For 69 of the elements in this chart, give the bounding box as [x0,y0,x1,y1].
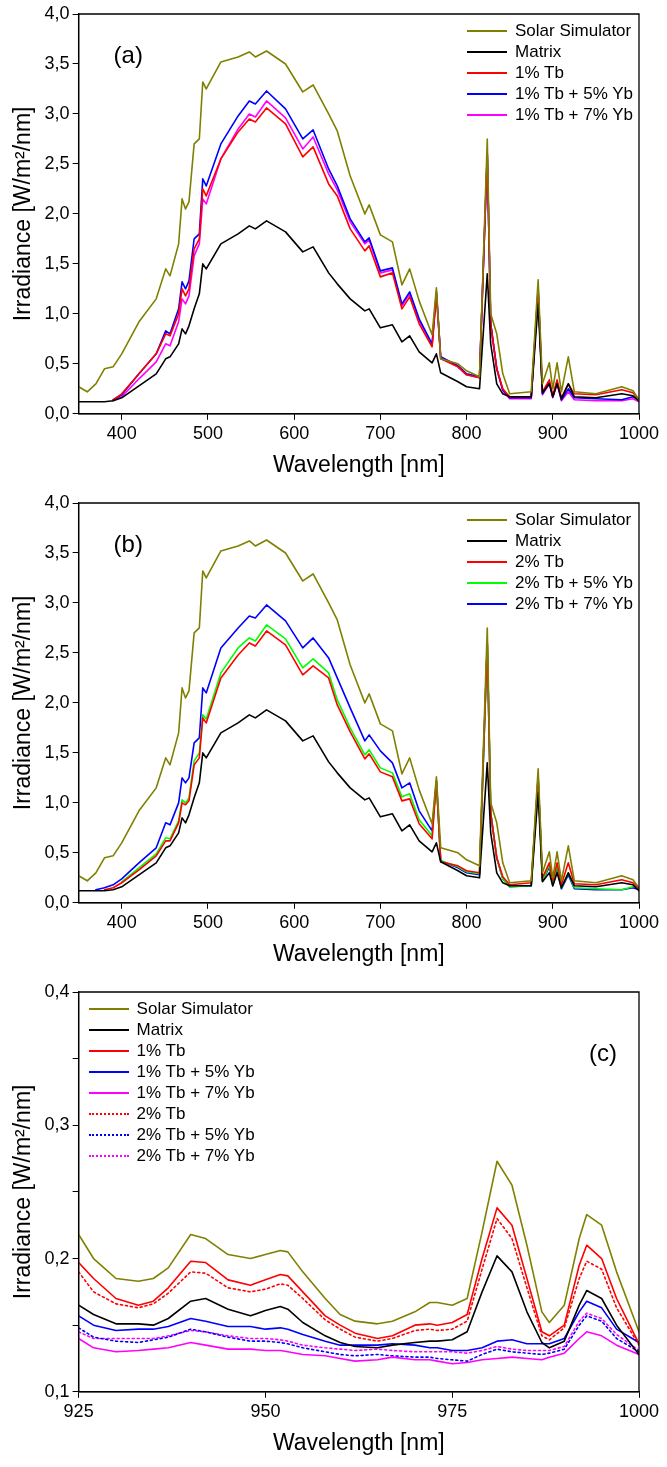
legend-label: Matrix [136,1019,183,1040]
x-tick-label: 700 [365,422,396,443]
x-axis-title: Wavelength [nm] [272,939,445,966]
legend-label: 2% Tb [515,551,564,572]
legend-label: 1% Tb + 7% Yb [515,104,633,125]
x-tick-label: 600 [279,422,310,443]
y-tick-label: 0,0 [44,402,70,423]
x-tick-label: 800 [451,911,482,932]
y-tick-label: 0,2 [44,1247,70,1268]
legend-label: Solar Simulator [515,20,632,41]
y-axis-title: Irradiance [W/m²/nm] [9,595,36,811]
annotation: (b) [113,529,143,557]
y-axis-title: Irradiance [W/m²/nm] [9,1084,36,1300]
x-axis-title: Wavelength [nm] [272,1428,445,1455]
y-tick-label: 3,0 [44,102,70,123]
y-tick-label: 1,0 [44,302,70,323]
y-tick-label: 2,5 [44,641,70,662]
y-tick-label: 1,5 [44,741,70,762]
x-tick-label: 900 [537,911,568,932]
y-tick-label: 0,5 [44,352,70,373]
x-tick-label: 950 [250,1400,281,1421]
y-tick-label: 4,0 [44,491,70,512]
x-tick-label: 900 [537,422,568,443]
y-tick-label: 3,5 [44,52,70,73]
x-tick-label: 400 [106,422,137,443]
y-tick-label: 1,5 [44,252,70,273]
x-tick-label: 400 [106,911,137,932]
legend-label: 1% Tb [136,1040,186,1061]
y-tick-label: 0,5 [44,841,70,862]
legend-label: 2% Tb + 5% Yb [515,572,633,593]
y-tick-label: 1,0 [44,791,70,812]
y-tick-label: 3,0 [44,591,70,612]
legend-label: 2% Tb + 7% Yb [136,1145,255,1166]
legend-label: 1% Tb + 5% Yb [515,83,633,104]
x-axis-title: Wavelength [nm] [272,450,445,477]
line-series [78,1315,639,1362]
x-tick-label: 700 [365,911,396,932]
legend-label: 1% Tb + 7% Yb [136,1082,255,1103]
legend-label: 1% Tb [515,62,564,83]
x-tick-label: 800 [451,422,482,443]
legend-label: Solar Simulator [515,509,632,530]
legend-label: 1% Tb + 5% Yb [136,1061,255,1082]
y-axis-title: Irradiance [W/m²/nm] [9,106,36,322]
y-tick-label: 0,1 [44,1380,70,1401]
annotation: (c) [589,1038,617,1066]
legend-label: Matrix [515,41,562,62]
y-tick-label: 0,3 [44,1114,70,1135]
x-tick-label: 1000 [618,1400,660,1421]
y-tick-label: 2,0 [44,202,70,223]
y-tick-label: 2,5 [44,152,70,173]
legend-label: 2% Tb [136,1103,186,1124]
x-tick-label: 600 [279,911,310,932]
annotation: (a) [113,40,143,68]
y-tick-label: 3,5 [44,541,70,562]
y-tick-label: 4,0 [44,2,70,23]
x-tick-label: 925 [63,1400,94,1421]
y-tick-label: 0,0 [44,891,70,912]
legend-label: Solar Simulator [136,998,253,1019]
y-tick-label: 0,4 [44,980,70,1001]
x-tick-label: 500 [192,422,223,443]
x-tick-label: 1000 [618,911,660,932]
legend-label: Matrix [515,530,562,551]
legend-label: 2% Tb + 5% Yb [136,1124,255,1145]
x-tick-label: 500 [192,911,223,932]
legend-label: 2% Tb + 7% Yb [515,593,633,614]
x-tick-label: 975 [437,1400,468,1421]
y-tick-label: 2,0 [44,691,70,712]
line-series [78,1312,639,1354]
x-tick-label: 1000 [618,422,660,443]
